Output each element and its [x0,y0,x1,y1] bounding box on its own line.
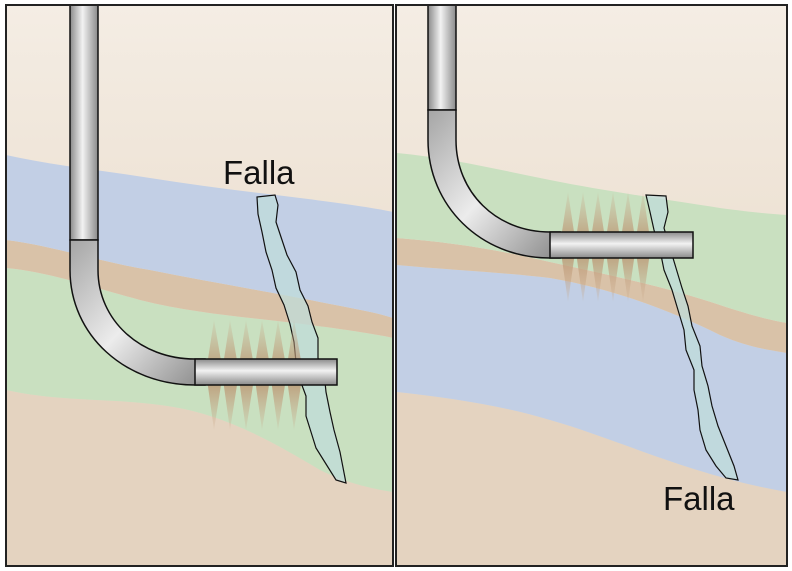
fault-zone [256,194,347,484]
bottom-rock-layer [397,392,787,566]
panel-right: Falla [397,5,787,566]
panel-frame-left [5,4,394,567]
fault-label: Falla [663,480,735,517]
wellbore-pipe [427,5,694,259]
fault-label: Falla [223,154,295,191]
panel-left: Falla [6,5,393,566]
wellbore-pipe [69,5,338,386]
fault-zone [645,194,739,481]
bottom-rock-layer [6,390,393,566]
tan-layer [397,238,787,353]
panel-frame-right [395,4,788,567]
